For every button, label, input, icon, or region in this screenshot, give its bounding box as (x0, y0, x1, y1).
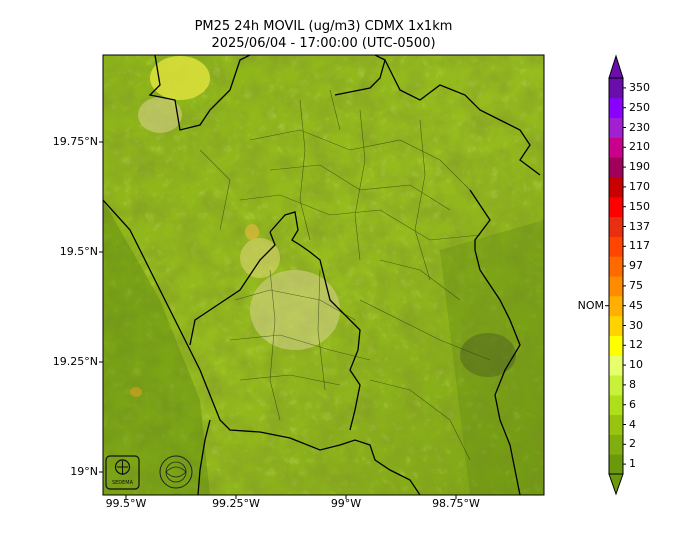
colorbar-tick-label: 45 (629, 298, 643, 312)
colorbar-segment (609, 196, 623, 218)
municipal-borders (199, 89, 491, 461)
pollution-patch (250, 270, 340, 350)
colorbar-tick-label: 6 (629, 397, 636, 411)
pollution-patch (130, 387, 142, 397)
colorbar (605, 54, 626, 496)
colorbar-segment (609, 414, 623, 435)
pollution-patch (245, 224, 259, 240)
lat-tick-label: 19.25°N (52, 355, 98, 368)
colorbar-max-extend (608, 54, 624, 79)
colorbar-segment (609, 315, 623, 336)
colorbar-tick-label: 190 (629, 160, 650, 174)
colorbar-segment (609, 236, 623, 257)
lon-tick-label: 98.75°W (432, 497, 480, 510)
colorbar-tick-label: 10 (629, 358, 643, 372)
colorbar-tick-label: 8 (629, 377, 636, 391)
lat-tick-label: 19°N (70, 465, 98, 478)
colorbar-tick-label: 117 (629, 239, 650, 253)
lon-tick-label: 99.5°W (105, 497, 147, 510)
colorbar-segment (609, 394, 623, 416)
colorbar-segment (609, 355, 623, 376)
colorbar-tick-label: 75 (629, 278, 643, 292)
colorbar-tick-label: 170 (629, 179, 650, 193)
lon-tick-label: 99°W (330, 497, 362, 510)
colorbar-segment (609, 375, 623, 396)
colorbar-tick-label: 30 (629, 318, 643, 332)
map-subtitle: 2025/06/04 - 17:00:00 (UTC-0500) (211, 36, 436, 51)
pollution-patch (138, 97, 182, 133)
sedema-logo: SEDEMA (105, 455, 140, 490)
sedema-logo-text: SEDEMA (112, 480, 134, 486)
map-panel: SEDEMA (103, 55, 544, 495)
colorbar-tick-label: 150 (629, 199, 650, 213)
colorbar-segment (609, 295, 623, 317)
colorbar-min-extend (608, 473, 624, 496)
colorbar-tick-label: 137 (629, 219, 650, 233)
colorbar-tick-label: 210 (629, 140, 650, 154)
colorbar-tick-label: 12 (629, 338, 643, 352)
colorbar-tick-label: 4 (629, 417, 636, 431)
gobierno-logo (159, 455, 193, 489)
colorbar-segment (609, 97, 623, 119)
axis-ticks (99, 141, 457, 499)
pollution-patch (240, 238, 280, 278)
map-title: PM25 24h MOVIL (ug/m3) CDMX 1x1km (194, 19, 453, 34)
lat-tick-label: 19.5°N (59, 245, 98, 258)
colorbar-segment (609, 137, 623, 158)
colorbar-segment (609, 276, 623, 297)
colorbar-segment (609, 216, 623, 237)
lon-tick-label: 99.25°W (212, 497, 260, 510)
colorbar-segment (609, 177, 623, 198)
colorbar-segment (609, 117, 623, 138)
colorbar-frame (608, 77, 624, 475)
colorbar-segment (609, 157, 623, 178)
colorbar-segment (609, 256, 623, 277)
nom-label: NOM (577, 298, 604, 312)
colorbar-tick-label: 350 (629, 80, 650, 94)
colorbar-segment (609, 454, 623, 475)
lat-tick-label: 19.75°N (52, 135, 98, 148)
colorbar-segment (609, 335, 623, 356)
colorbar-tick-label: 97 (629, 259, 643, 273)
colorbar-segment (609, 434, 623, 455)
map-frame (102, 54, 545, 496)
colorbar-tick-label: 250 (629, 100, 650, 114)
colorbar-segment (609, 78, 623, 99)
colorbar-tick-label: 2 (629, 437, 636, 451)
colorbar-tick-label: 230 (629, 120, 650, 134)
pollution-patch (150, 56, 210, 100)
state-borders (103, 55, 541, 495)
terrain-shade (460, 333, 516, 377)
colorbar-tick-label: 1 (629, 457, 636, 471)
